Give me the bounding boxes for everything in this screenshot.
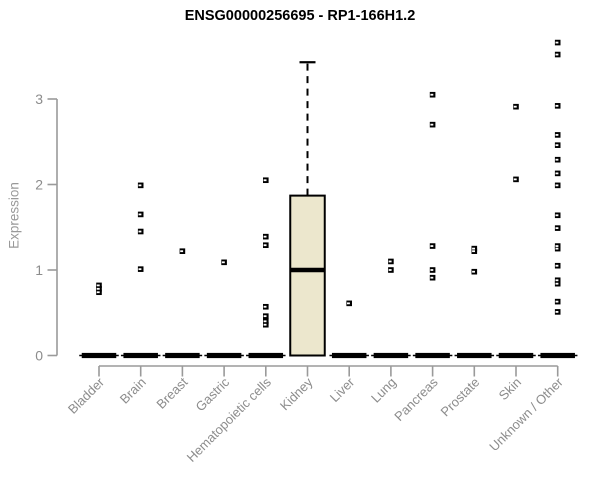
outlier-point-notch xyxy=(555,134,559,136)
outlier-point-notch xyxy=(555,184,559,187)
outlier-point-notch xyxy=(430,93,434,96)
y-tick-label: 3 xyxy=(35,91,43,107)
x-tick-label: Lung xyxy=(368,375,399,406)
outlier-point-notch xyxy=(472,250,475,253)
outlier-point-notch xyxy=(263,305,267,308)
outlier-point-notch xyxy=(96,291,100,294)
x-tick-label: Gastric xyxy=(193,374,233,414)
outlier-point-notch xyxy=(513,105,517,108)
outlier-point-notch xyxy=(555,53,559,56)
x-tick-label: Breast xyxy=(153,374,190,411)
outlier-point-notch xyxy=(430,276,434,279)
outlier-point-notch xyxy=(472,247,475,250)
outlier-point-notch xyxy=(263,320,267,323)
outlier-point-notch xyxy=(555,172,559,175)
outlier-point-notch xyxy=(138,184,142,187)
outlier-point-notch xyxy=(555,300,559,303)
outlier-point-notch xyxy=(96,284,100,287)
outlier-point-notch xyxy=(555,104,559,107)
outlier-point-notch xyxy=(430,123,434,126)
outlier-point-notch xyxy=(472,270,475,273)
y-tick-label: 1 xyxy=(35,262,43,278)
collapsed-median-bar xyxy=(540,352,575,359)
outlier-point-notch xyxy=(513,178,517,181)
box xyxy=(289,194,326,357)
outlier-point-notch xyxy=(388,260,392,263)
collapsed-median-bar xyxy=(165,352,200,359)
outlier-point-notch xyxy=(555,282,559,285)
outlier-point-notch xyxy=(555,264,559,267)
y-tick-label: 0 xyxy=(35,348,43,364)
chart-title: ENSG00000256695 - RP1-166H1.2 xyxy=(184,8,416,24)
outlier-point-notch xyxy=(555,279,559,282)
outlier-point-notch xyxy=(263,323,267,326)
outlier-point-notch xyxy=(555,144,559,147)
collapsed-median-bar xyxy=(415,352,450,359)
collapsed-median-bar xyxy=(123,352,158,359)
collapsed-median-bar xyxy=(331,352,367,359)
x-tick-label: Kidney xyxy=(277,374,316,413)
outlier-point-notch xyxy=(263,244,267,247)
x-tick-label: Unknown / Other xyxy=(486,374,566,454)
x-tick-label: Brain xyxy=(117,375,149,407)
collapsed-median-bar xyxy=(457,352,492,359)
outlier-point-notch xyxy=(138,230,142,233)
outlier-point-notch xyxy=(96,287,100,290)
y-tick-label: 2 xyxy=(35,177,43,193)
outlier-point-notch xyxy=(555,214,559,217)
outlier-point-notch xyxy=(555,245,559,247)
collapsed-median-bar xyxy=(206,352,242,359)
outlier-point-notch xyxy=(555,227,559,230)
outlier-point-notch xyxy=(263,315,267,318)
collapsed-median-bar xyxy=(81,352,117,359)
collapsed-median-bar xyxy=(498,352,534,359)
outlier-point-notch xyxy=(263,179,267,182)
outlier-point-notch xyxy=(221,261,225,264)
outlier-point-notch xyxy=(180,250,184,253)
x-tick-label: Prostate xyxy=(438,375,483,420)
outlier-point-notch xyxy=(555,310,559,313)
outlier-point-notch xyxy=(430,245,434,247)
outlier-point-notch xyxy=(555,158,559,161)
outlier-point-notch xyxy=(138,213,142,216)
x-tick-label: Pancreas xyxy=(391,374,441,424)
x-tick-label: Skin xyxy=(496,375,524,403)
outlier-point-notch xyxy=(263,235,267,238)
outlier-point-notch xyxy=(347,302,350,305)
x-tick-label: Bladder xyxy=(65,374,108,417)
outlier-point-notch xyxy=(138,268,142,271)
collapsed-median-bar xyxy=(248,352,284,359)
outlier-point-notch xyxy=(555,41,559,44)
collapsed-median-bar xyxy=(373,352,409,359)
outlier-point-notch xyxy=(430,269,434,271)
outlier-point-notch xyxy=(388,269,392,271)
outlier-point-notch xyxy=(555,247,559,250)
x-tick-label: Liver xyxy=(327,374,358,405)
